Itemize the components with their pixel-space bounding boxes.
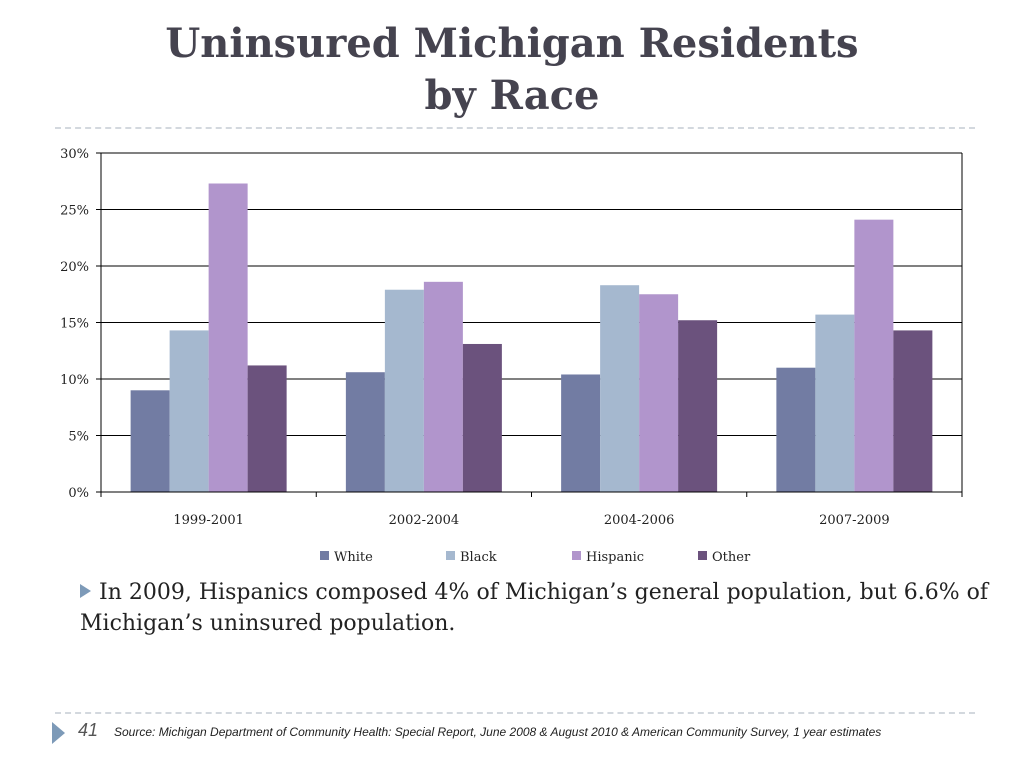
- bullet-text: In 2009, Hispanics composed 4% of Michig…: [80, 580, 988, 636]
- bar-other: [678, 320, 718, 492]
- legend-label-other: Other: [712, 550, 751, 565]
- x-tick-label: 2007-2009: [819, 513, 890, 528]
- bar-white: [345, 372, 385, 492]
- x-tick-label: 2004-2006: [604, 513, 675, 528]
- bar-black: [384, 289, 424, 492]
- legend-swatch-hispanic: [572, 551, 581, 560]
- y-tick-label: 5%: [68, 430, 89, 445]
- title-divider: [55, 127, 975, 129]
- legend-label-hispanic: Hispanic: [586, 550, 644, 565]
- bar-black: [815, 314, 855, 492]
- bar-hispanic: [423, 281, 463, 492]
- page-number: 41: [78, 720, 99, 740]
- bar-black: [169, 330, 209, 492]
- bar-white: [561, 374, 601, 492]
- bar-hispanic: [854, 219, 894, 493]
- slide-title-line-2: by Race: [424, 72, 600, 119]
- legend-swatch-white: [320, 551, 329, 560]
- slide-title-line-1: Uninsured Michigan Residents: [165, 20, 859, 67]
- bullet-arrow-icon: [80, 584, 91, 598]
- y-tick-label: 15%: [60, 317, 89, 332]
- legend-label-white: White: [334, 550, 373, 565]
- bars: [130, 183, 933, 493]
- bar-other: [247, 365, 287, 492]
- legend-swatch-other: [698, 551, 707, 560]
- bar-black: [600, 285, 640, 492]
- bar-hispanic: [639, 294, 679, 492]
- x-tick-label: 1999-2001: [173, 513, 244, 528]
- x-tick-label: 2002-2004: [389, 513, 460, 528]
- footer-triangle-icon: [52, 722, 65, 744]
- source-note: Source: Michigan Department of Community…: [114, 725, 882, 739]
- bar-white: [130, 390, 170, 492]
- footer-divider: [55, 712, 975, 714]
- y-tick-label: 10%: [60, 373, 89, 388]
- bar-hispanic: [208, 183, 248, 492]
- y-tick-label: 30%: [60, 147, 89, 162]
- bar-other: [462, 343, 502, 492]
- bar-white: [776, 367, 816, 492]
- y-tick-label: 0%: [68, 486, 89, 501]
- bullet-point: In 2009, Hispanics composed 4% of Michig…: [80, 577, 988, 639]
- slide-title: Uninsured Michigan Residents by Race: [0, 18, 1024, 122]
- legend-swatch-black: [446, 551, 455, 560]
- legend: White Black Hispanic Other: [320, 550, 751, 565]
- bar-chart: 0% 5% 10% 15% 20% 25% 30% 1999-2001 2002-2004 200…: [60, 147, 963, 565]
- legend-label-black: Black: [460, 550, 497, 565]
- y-tick-label: 20%: [60, 260, 89, 275]
- axes: 0% 5% 10% 15% 20% 25% 30% 1999-2001 2002-2004 200…: [60, 147, 963, 528]
- y-tick-label: 25%: [60, 204, 89, 219]
- bar-other: [893, 330, 933, 492]
